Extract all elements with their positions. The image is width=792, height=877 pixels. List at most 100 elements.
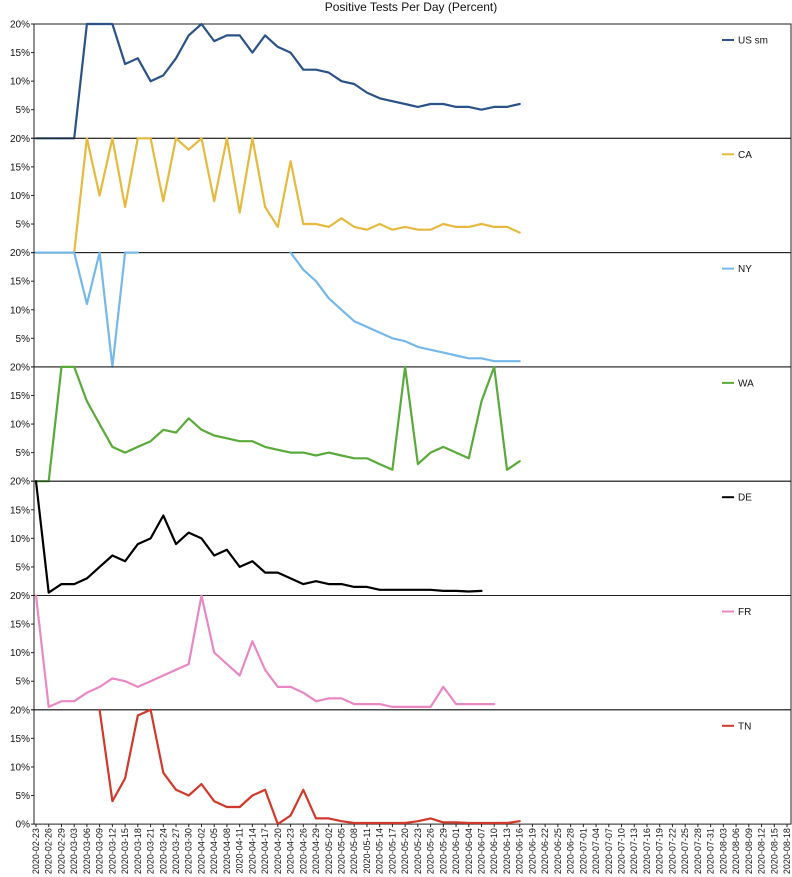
y-tick-label: 15% — [10, 48, 30, 59]
x-tick-label: 2020-08-09 — [744, 828, 754, 874]
y-tick-label: 20% — [10, 20, 30, 31]
x-tick-label: 2020-04-14 — [247, 828, 257, 874]
x-tick-label: 2020-05-17 — [387, 828, 397, 874]
x-tick-label: 2020-07-10 — [617, 828, 627, 874]
panel-frame — [33, 23, 792, 139]
y-tick-label: 10% — [10, 191, 30, 202]
x-tick-label: 2020-04-05 — [209, 828, 219, 874]
y-tick-label: 5% — [16, 220, 31, 231]
legend-label: NY — [738, 264, 752, 275]
x-tick-label: 2020-07-19 — [655, 828, 665, 874]
x-tick-label: 2020-03-30 — [184, 828, 194, 874]
x-tick-label: 2020-03-06 — [82, 828, 92, 874]
legend-label: TN — [738, 721, 751, 732]
y-tick-label: 15% — [10, 505, 30, 516]
x-tick-label: 2020-06-19 — [527, 828, 537, 874]
x-tick-label: 2020-02-26 — [44, 828, 54, 874]
y-tick-label: 10% — [10, 305, 30, 316]
x-tick-label: 2020-04-23 — [286, 828, 296, 874]
x-tick-label: 2020-03-24 — [158, 828, 168, 874]
legend-label: WA — [738, 378, 754, 389]
x-tick-label: 2020-03-27 — [171, 828, 181, 874]
panel-frame — [33, 709, 792, 825]
legend-label: CA — [738, 150, 752, 161]
y-tick-label: 15% — [10, 277, 30, 288]
series-line — [98, 708, 521, 826]
y-tick-label: 20% — [10, 362, 30, 373]
x-tick-label: 2020-07-13 — [629, 828, 639, 874]
x-tick-label: 2020-07-31 — [706, 828, 716, 874]
x-tick-label: 2020-07-01 — [578, 828, 588, 874]
y-tick-label: 5% — [16, 448, 31, 459]
panel-frame — [33, 595, 792, 711]
series-line — [34, 137, 521, 254]
series-line — [34, 480, 483, 594]
x-tick-label: 2020-02-23 — [31, 828, 41, 874]
panel-frame — [33, 252, 792, 368]
x-tick-label: 2020-04-29 — [311, 828, 321, 874]
y-tick-label: 15% — [10, 620, 30, 631]
x-tick-label: 2020-06-01 — [451, 828, 461, 874]
x-tick-label: 2020-05-14 — [375, 828, 385, 874]
x-tick-label: 2020-05-20 — [400, 828, 410, 874]
x-tick-label: 2020-07-04 — [591, 828, 601, 874]
x-tick-label: 2020-05-05 — [336, 828, 346, 874]
x-tick-label: 2020-08-15 — [769, 828, 779, 874]
y-tick-label: 10% — [10, 534, 30, 545]
y-tick-label: 20% — [10, 134, 30, 145]
series-line — [34, 251, 139, 368]
x-tick-label: 2020-03-12 — [107, 828, 117, 874]
y-tick-label: 0% — [16, 820, 31, 831]
x-tick-label: 2020-05-02 — [324, 828, 334, 874]
y-tick-label: 10% — [10, 648, 30, 659]
y-tick-label: 5% — [16, 791, 31, 802]
series-line — [289, 251, 521, 363]
chart-title: Positive Tests Per Day (Percent) — [324, 0, 498, 14]
x-tick-label: 2020-04-02 — [196, 828, 206, 874]
x-tick-label: 2020-05-26 — [426, 828, 436, 874]
x-tick-label: 2020-08-06 — [731, 828, 741, 874]
x-tick-label: 2020-04-20 — [273, 828, 283, 874]
y-tick-label: 20% — [10, 591, 30, 602]
x-tick-label: 2020-07-22 — [667, 828, 677, 874]
x-tick-label: 2020-05-23 — [413, 828, 423, 874]
x-tick-label: 2020-03-21 — [146, 828, 156, 874]
x-tick-label: 2020-07-28 — [693, 828, 703, 874]
x-tick-label: 2020-07-16 — [642, 828, 652, 874]
x-tick-label: 2020-06-25 — [553, 828, 563, 874]
y-tick-label: 5% — [16, 105, 31, 116]
x-tick-label: 2020-08-12 — [757, 828, 767, 874]
y-tick-label: 20% — [10, 705, 30, 716]
x-tick-label: 2020-08-03 — [718, 828, 728, 874]
panel-frame — [33, 137, 792, 254]
y-tick-label: 10% — [10, 77, 30, 88]
y-tick-label: 5% — [16, 334, 31, 345]
x-tick-label: 2020-03-15 — [120, 828, 130, 874]
y-tick-label: 10% — [10, 420, 30, 431]
x-tick-label: 2020-06-22 — [540, 828, 550, 874]
x-tick-label: 2020-04-26 — [298, 828, 308, 874]
x-tick-label: 2020-05-11 — [362, 828, 372, 873]
y-tick-label: 5% — [16, 562, 31, 573]
y-tick-label: 10% — [10, 762, 30, 773]
x-tick-label: 2020-03-03 — [69, 828, 79, 874]
legend-label: US sm — [738, 36, 768, 47]
x-tick-label: 2020-03-09 — [95, 828, 105, 874]
x-tick-label: 2020-08-18 — [782, 828, 792, 874]
y-tick-label: 20% — [10, 477, 30, 488]
x-tick-label: 2020-06-10 — [489, 828, 499, 874]
x-tick-label: 2020-04-17 — [260, 828, 270, 874]
x-tick-label: 2020-02-29 — [56, 828, 66, 874]
legend-label: FR — [738, 607, 751, 618]
x-tick-label: 2020-06-07 — [477, 828, 487, 874]
x-tick-label: 2020-03-18 — [133, 828, 143, 874]
legend-label: DE — [738, 493, 752, 504]
x-tick-label: 2020-06-13 — [502, 828, 512, 874]
y-tick-label: 5% — [16, 677, 31, 688]
x-tick-label: 2020-04-11 — [235, 828, 245, 873]
x-tick-label: 2020-05-08 — [349, 828, 359, 874]
x-tick-label: 2020-06-28 — [566, 828, 576, 874]
x-tick-label: 2020-06-04 — [464, 828, 474, 874]
y-tick-label: 15% — [10, 391, 30, 402]
